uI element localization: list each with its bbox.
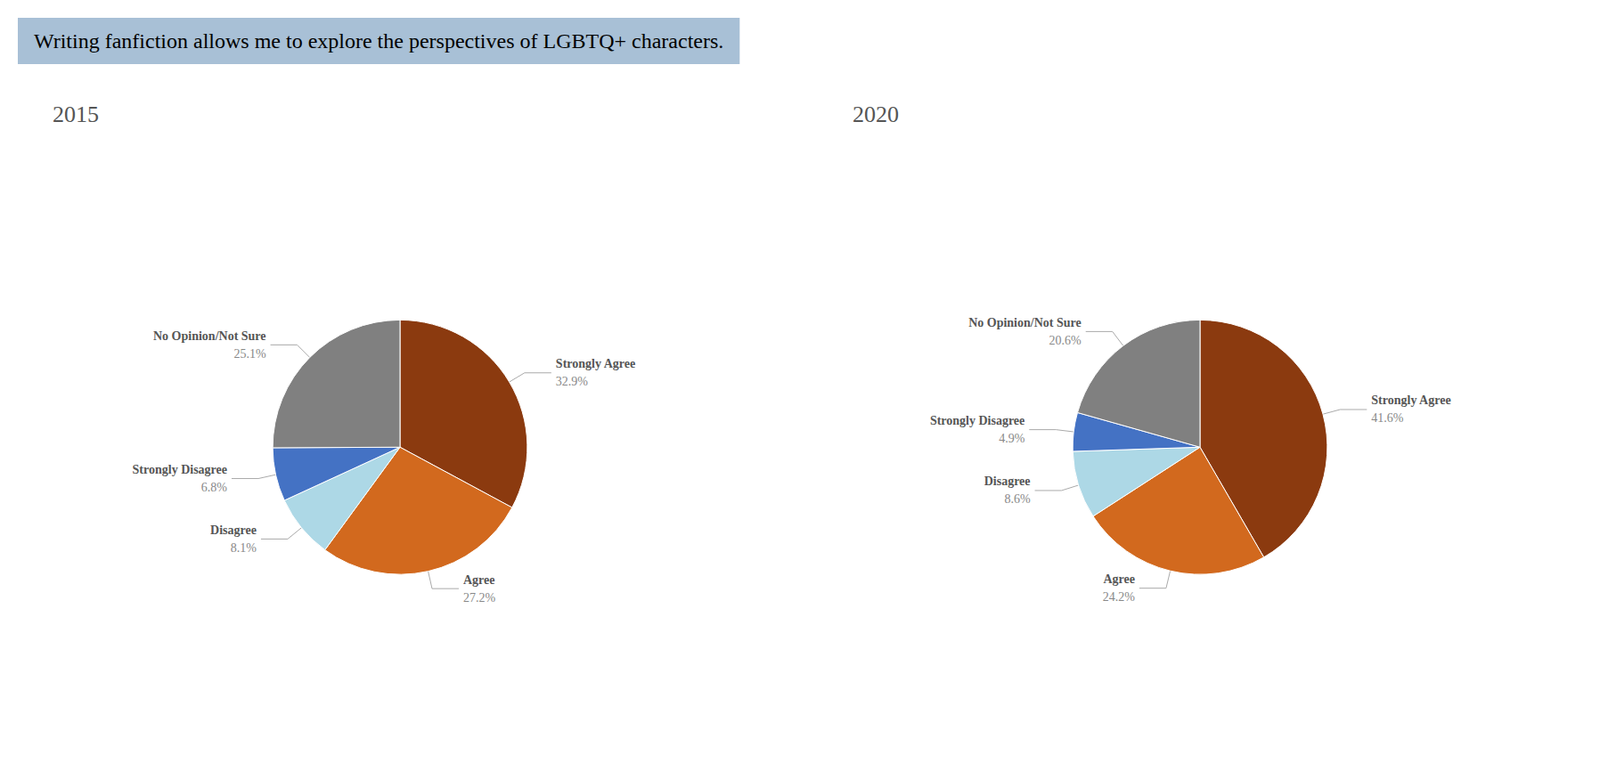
svg-text:41.6%: 41.6% [1371, 411, 1405, 425]
svg-text:6.8%: 6.8% [201, 481, 229, 495]
svg-text:No Opinion/Not Sure: No Opinion/Not Sure [968, 316, 1082, 330]
svg-text:4.9%: 4.9% [998, 432, 1026, 446]
svg-text:Strongly Disagree: Strongly Disagree [930, 414, 1025, 428]
svg-text:Agree: Agree [1102, 572, 1135, 587]
svg-text:Strongly Disagree: Strongly Disagree [132, 463, 228, 477]
svg-text:20.6%: 20.6% [1049, 334, 1083, 348]
svg-text:27.2%: 27.2% [463, 591, 497, 605]
svg-text:Writing fanfiction allows me t: Writing fanfiction allows me to explore … [33, 29, 724, 53]
svg-text:Strongly Agree: Strongly Agree [1371, 393, 1451, 408]
svg-text:Agree: Agree [463, 573, 496, 588]
svg-text:Strongly Agree: Strongly Agree [555, 357, 636, 371]
svg-text:25.1%: 25.1% [233, 347, 267, 361]
svg-text:2015: 2015 [52, 101, 99, 128]
svg-text:No Opinion/Not Sure: No Opinion/Not Sure [153, 329, 267, 343]
svg-text:8.6%: 8.6% [1004, 492, 1031, 507]
svg-text:Disagree: Disagree [984, 474, 1031, 489]
svg-text:32.9%: 32.9% [555, 375, 589, 389]
svg-text:Disagree: Disagree [210, 523, 257, 538]
svg-text:24.2%: 24.2% [1102, 590, 1136, 605]
svg-text:2020: 2020 [852, 101, 899, 128]
svg-text:8.1%: 8.1% [230, 541, 258, 556]
